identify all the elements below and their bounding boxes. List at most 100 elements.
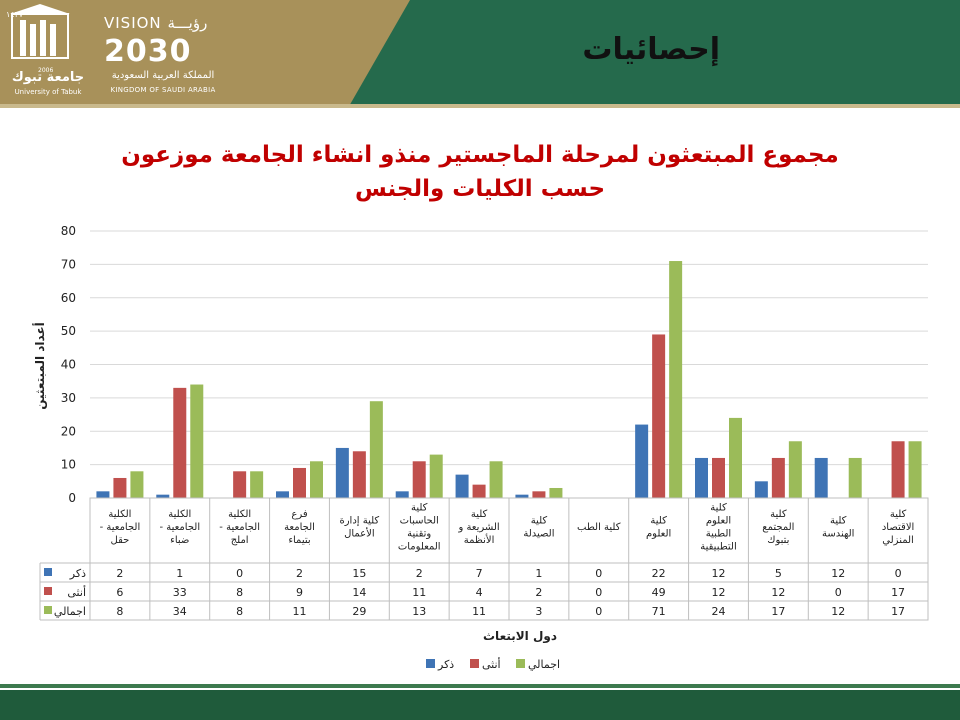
bar xyxy=(369,401,383,498)
table-cell-value: 17 xyxy=(891,605,905,618)
bar xyxy=(771,457,785,498)
university-year: 2006 xyxy=(38,67,54,74)
table-cell-value: 0 xyxy=(595,605,602,618)
y-tick-label: 40 xyxy=(61,358,76,372)
bar xyxy=(695,457,708,498)
table-row-label: أنثى xyxy=(67,585,86,599)
table-cell-value: 8 xyxy=(116,605,123,618)
y-tick-label: 20 xyxy=(61,424,76,438)
table-cell-value: 17 xyxy=(771,605,785,618)
bar xyxy=(352,451,366,498)
bar xyxy=(412,461,426,498)
table-cell-value: 3 xyxy=(535,605,542,618)
kingdom-name-ar: المملكة العربية السعودية xyxy=(111,70,215,81)
table-legend-key xyxy=(44,606,52,614)
vision-label: VISION رؤيـــة xyxy=(104,14,208,32)
table-cell-value: 8 xyxy=(236,586,243,599)
table-legend-key xyxy=(44,568,52,576)
legend-key xyxy=(470,659,479,668)
table-cell-value: 2 xyxy=(416,567,423,580)
slide-header: ١٤٢٧ 2006 جامعة تبوك University of Tabuk… xyxy=(0,0,960,108)
bar xyxy=(712,457,725,498)
bar xyxy=(96,491,110,498)
bar xyxy=(729,417,742,498)
legend-key xyxy=(516,659,525,668)
table-cell-value: 34 xyxy=(173,605,187,618)
bar xyxy=(276,491,289,498)
slide-title: إحصائيات xyxy=(582,32,720,67)
bar xyxy=(113,477,127,498)
bar xyxy=(335,447,349,498)
bar xyxy=(233,471,247,498)
category-label: كلية العلوم xyxy=(646,516,671,540)
table-cell-value: 5 xyxy=(775,567,782,580)
table-cell-value: 12 xyxy=(831,567,845,580)
y-tick-label: 60 xyxy=(61,291,76,305)
table-cell-value: 0 xyxy=(835,586,842,599)
legend-label: اجمالي xyxy=(528,658,560,671)
table-cell-value: 0 xyxy=(236,567,243,580)
chart-title: مجموع المبتعثون لمرحلة الماجستير منذو ان… xyxy=(121,142,839,202)
bar xyxy=(472,484,486,498)
table-cell-value: 12 xyxy=(712,567,726,580)
bar xyxy=(848,457,862,498)
y-tick-label: 80 xyxy=(61,224,76,238)
footer-line xyxy=(0,684,960,688)
y-tick-label: 70 xyxy=(61,257,76,271)
table-cell-value: 17 xyxy=(891,586,905,599)
bar xyxy=(635,424,649,498)
header-divider xyxy=(0,104,960,108)
table-cell-value: 15 xyxy=(352,567,366,580)
bar xyxy=(652,334,666,498)
table-row-label: اجمالي xyxy=(54,605,86,618)
bar xyxy=(754,481,768,498)
category-label: كلية الطب xyxy=(577,522,621,533)
table-cell-value: 14 xyxy=(352,586,366,599)
table-cell-value: 7 xyxy=(476,567,483,580)
header-background xyxy=(0,0,960,108)
legend-label: أنثى xyxy=(482,657,501,671)
table-cell-value: 6 xyxy=(116,586,123,599)
table-cell-value: 0 xyxy=(595,567,602,580)
table-cell-value: 49 xyxy=(652,586,666,599)
table-cell-value: 0 xyxy=(895,567,902,580)
header-gold-band xyxy=(0,0,410,108)
y-tick-label: 50 xyxy=(61,324,76,338)
table-cell-value: 2 xyxy=(535,586,542,599)
category-label: فرع الجامعة بتيماء xyxy=(284,509,315,546)
bar xyxy=(489,461,503,498)
table-cell-value: 71 xyxy=(652,605,666,618)
bar xyxy=(455,474,469,498)
university-year-hijri: ١٤٢٧ xyxy=(6,10,24,19)
category-label: كلية المجتمع بتبوك xyxy=(762,509,794,546)
table-legend-key xyxy=(44,587,52,595)
table-cell-value: 12 xyxy=(771,586,785,599)
bar xyxy=(908,441,922,498)
table-cell-value: 12 xyxy=(831,605,845,618)
table-cell-value: 11 xyxy=(293,605,307,618)
table-cell-value: 11 xyxy=(472,605,486,618)
table-cell-value: 2 xyxy=(296,567,303,580)
table-cell-value: 1 xyxy=(535,567,542,580)
vision-year: 2030 xyxy=(104,34,192,69)
university-name-en: University of Tabuk xyxy=(14,88,82,96)
table-cell-value: 2 xyxy=(116,567,123,580)
bar xyxy=(190,384,204,498)
bar xyxy=(156,494,170,498)
category-label: الكلية الجامعية -حقل xyxy=(100,509,141,546)
bar xyxy=(310,461,323,498)
table-cell-value: 24 xyxy=(712,605,726,618)
table-cell-value: 9 xyxy=(296,586,303,599)
table-row-label: ذكر xyxy=(69,567,86,580)
category-label: كلية الشريعة و الأنظمة xyxy=(457,509,499,546)
y-tick-label: 10 xyxy=(61,458,76,472)
y-tick-label: 30 xyxy=(61,391,76,405)
table-cell-value: 4 xyxy=(476,586,483,599)
kingdom-name-en: KINGDOM OF SAUDI ARABIA xyxy=(110,86,216,94)
y-axis-label: أعداد المبتعثين xyxy=(32,322,47,410)
bar xyxy=(515,494,529,498)
category-label: كلية العلوم الطبية التطبيقية xyxy=(700,503,737,553)
category-label: كلية الاقتصاد المنزلي xyxy=(882,509,914,546)
logo-area: ١٤٢٧ 2006 جامعة تبوك University of Tabuk xyxy=(0,0,230,108)
